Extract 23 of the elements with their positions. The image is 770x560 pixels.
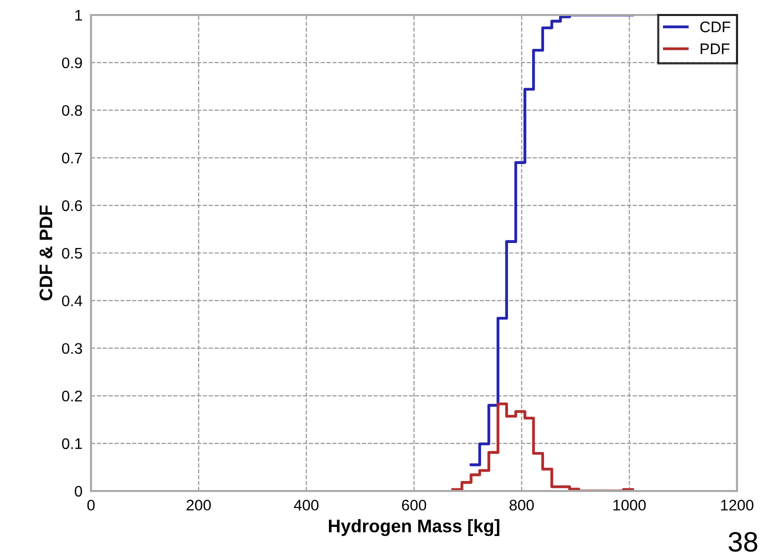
x-axis-title: Hydrogen Mass [kg]	[328, 519, 500, 536]
y-tick-label: 0.5	[62, 248, 82, 259]
x-tick-label: 400	[294, 500, 318, 511]
y-tick-label: 0.4	[62, 295, 82, 306]
legend-label: PDF	[700, 44, 730, 54]
x-tick-label: 600	[402, 500, 426, 511]
y-tick-label: 0	[74, 486, 82, 497]
y-tick-label: 0.2	[62, 390, 82, 402]
x-tick-label: 0	[87, 500, 95, 511]
x-tick-label: 1200	[721, 500, 754, 511]
y-tick-label: 0.8	[62, 105, 82, 116]
text: 38	[728, 532, 758, 552]
legend-label: CDF	[700, 22, 730, 32]
y-tick-label: 0.7	[62, 152, 82, 164]
x-tick-label: 1000	[614, 500, 646, 511]
y-tick-label: 1	[75, 10, 82, 21]
y-tick-label: 0.9	[62, 57, 82, 68]
x-tick-label: 200	[186, 500, 211, 511]
y-tick-label: 0.1	[62, 438, 82, 450]
y-axis-title: CDF & PDF	[40, 206, 52, 300]
x-tick-label: 800	[510, 500, 534, 511]
y-tick-label: 0.3	[62, 343, 82, 354]
y-tick-label: 0.6	[62, 200, 82, 212]
